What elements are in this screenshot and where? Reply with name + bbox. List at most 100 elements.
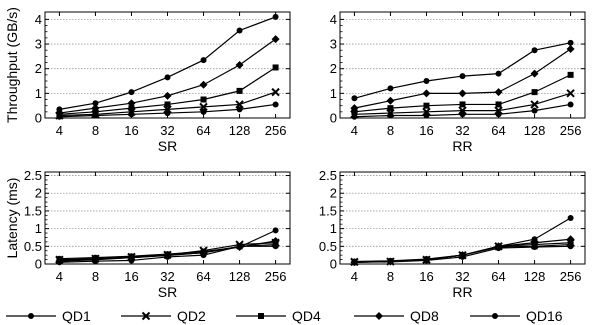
x-tick-label: 16 [419,123,433,138]
chart-panel-1: 0 1 2 3 4 4 8 16 32 64 128 256 SR Throughput (GB/s) [4,7,291,154]
data-point [423,102,430,109]
data-point [386,96,395,105]
x-axis-label: SR [158,138,177,154]
x-tick-label: 256 [265,269,287,284]
data-point [530,238,539,247]
data-point [351,95,358,102]
data-point [128,89,135,96]
data-point [531,89,538,96]
legend-marker [141,311,151,321]
data-point [56,259,63,266]
y-tick-label: 2 [35,186,42,201]
data-point [200,96,207,103]
series-qd8 [55,35,280,118]
data-point [235,100,244,109]
data-point [387,112,394,119]
data-point [494,88,503,97]
x-tick-label: 64 [491,123,505,138]
y-tick-label: 2 [330,186,337,201]
data-point [128,105,135,112]
y-tick-label: 0 [330,111,337,126]
x-tick-label: 8 [92,123,99,138]
y-tick-label: 1 [35,221,42,236]
data-point [235,61,244,69]
data-point [271,35,280,44]
data-point [236,106,243,113]
data-point [272,101,279,108]
data-point [199,80,208,89]
plot-frame [44,171,291,265]
y-tick-label: 1 [330,86,337,101]
data-point [199,102,208,112]
legend-item-qd4: QD4 [236,308,321,324]
x-tick-label: 64 [491,269,505,284]
x-tick-label: 32 [160,123,174,138]
data-point [272,243,279,250]
plot-frame [44,11,291,119]
y-tick-label: 0.5 [319,239,337,254]
data-point-stroke-b [530,100,539,109]
x-axis-label: SR [158,284,177,300]
data-point-stroke-b [199,102,208,112]
data-point [272,64,279,71]
data-point [163,91,172,100]
plot-frame [339,11,586,119]
data-point [164,253,171,260]
data-point [458,89,467,98]
legend-marker [28,313,34,319]
legend-label: QD2 [177,308,206,324]
y-tick-label: 1 [330,221,337,236]
series-qd16 [56,101,279,120]
data-point [271,87,280,97]
data-point [531,244,538,251]
x-axis-label: RR [452,138,472,154]
y-tick-label: 1.5 [24,203,42,218]
data-point [127,99,136,108]
x-axis-label: RR [452,284,472,300]
chart-panel-2: 0 1 2 3 4 4 8 16 32 64 128 256 RR [330,11,586,154]
y-tick-label: 0 [35,111,42,126]
x-tick-label: 16 [124,123,138,138]
data-point [567,215,574,221]
data-point [459,111,466,118]
y-tick-label: 0 [35,257,42,272]
legend-label: QD4 [292,308,321,324]
data-point [422,89,431,98]
series-qd16 [351,101,574,120]
data-point [530,69,539,78]
y-tick-label: 1.5 [319,203,337,218]
data-point [566,44,575,53]
legend-label: QD8 [410,308,439,324]
x-tick-label: 4 [351,269,358,284]
data-point [236,243,243,250]
series-qd8 [350,44,575,113]
data-point [164,110,171,117]
data-point [459,101,466,108]
x-tick-label: 32 [160,269,174,284]
data-point [92,112,99,119]
data-point [350,104,359,113]
series-qd1 [351,39,574,102]
x-tick-label: 4 [56,269,63,284]
y-tick-label: 3 [35,37,42,52]
legend: QD1 QD2 QD4 QD8 QD16 [6,308,563,324]
data-point [236,87,243,94]
y-tick-label: 2.5 [319,168,337,183]
x-tick-label: 8 [92,269,99,284]
y-tick-label: 1 [35,86,42,101]
data-point [495,111,502,118]
data-point [200,108,207,115]
x-tick-label: 4 [56,123,63,138]
data-point [164,101,171,108]
legend-item-qd2: QD2 [121,308,206,324]
data-point [56,113,63,120]
data-point [92,100,99,107]
data-point [128,111,135,118]
data-point [423,257,430,264]
x-tick-label: 16 [419,269,433,284]
data-point [566,89,575,98]
y-tick-label: 4 [330,12,337,27]
data-point [531,47,538,54]
x-tick-label: 128 [524,269,546,284]
